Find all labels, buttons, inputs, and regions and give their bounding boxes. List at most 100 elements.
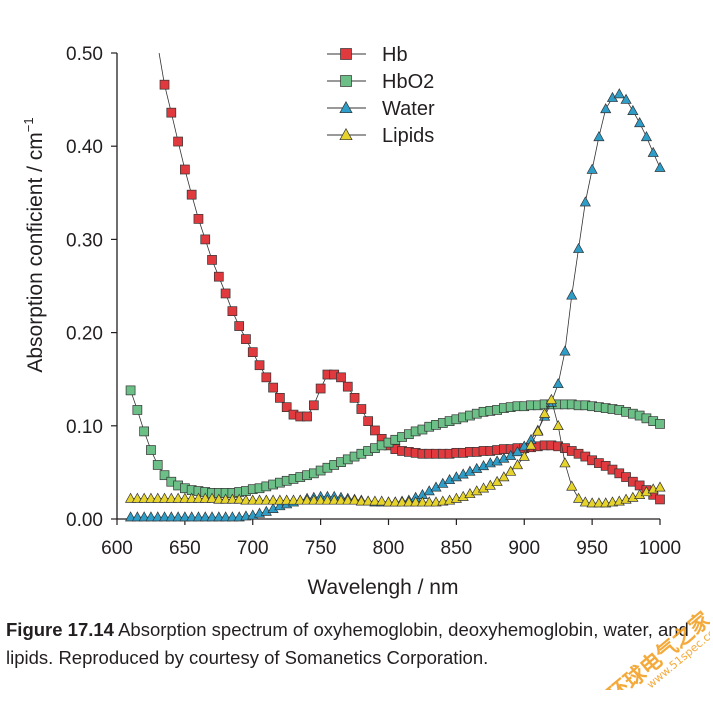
point-hbo2 <box>159 470 170 481</box>
point-lipids <box>247 494 259 505</box>
point-lipids <box>192 492 205 503</box>
point-water <box>192 511 205 522</box>
series-lipids <box>124 393 666 508</box>
point-lipids <box>145 492 157 503</box>
x-tick-label: 850 <box>441 538 473 559</box>
series-hbo2 <box>125 385 665 498</box>
point-water <box>131 511 143 522</box>
point-lipids <box>152 492 164 503</box>
point-water <box>213 511 225 522</box>
x-axis-label: Wavelengh / nm <box>308 576 459 599</box>
point-lipids <box>206 492 218 503</box>
legend-item-lipids: Lipids <box>327 125 434 147</box>
point-lipids <box>321 494 334 505</box>
point-hb <box>173 136 183 147</box>
figure-caption: Figure 17.14 Absorption spectrum of oxyh… <box>6 616 706 672</box>
point-water <box>186 511 198 522</box>
y-tick-label: 0.10 <box>66 417 103 438</box>
point-lipids <box>335 494 347 505</box>
point-hb <box>241 334 251 344</box>
y-tick-label: 0.30 <box>66 230 103 251</box>
point-lipids <box>410 496 422 507</box>
point-hb <box>186 189 197 200</box>
legend-marker-hbo2 <box>340 75 352 87</box>
point-lipids <box>423 496 435 507</box>
point-water <box>199 511 211 522</box>
point-water <box>172 511 184 522</box>
point-lipids <box>552 419 564 430</box>
figure-caption-text: Absorption spectrum of oxyhemoglobin, de… <box>6 619 689 668</box>
y-tick-label: 0.50 <box>66 44 103 65</box>
point-hb <box>261 372 272 383</box>
point-lipids <box>342 494 354 505</box>
point-hbo2 <box>655 419 665 429</box>
point-lipids <box>226 493 238 504</box>
point-hb <box>315 383 326 394</box>
point-hb <box>166 107 177 118</box>
point-hb <box>370 425 380 436</box>
point-hb <box>207 255 217 265</box>
point-water <box>579 196 591 207</box>
x-tick-label: 950 <box>576 538 608 559</box>
point-hbo2 <box>152 460 163 470</box>
point-water <box>559 345 571 356</box>
point-water <box>179 511 191 522</box>
point-hbo2 <box>132 405 143 415</box>
x-tick-label: 800 <box>373 538 405 559</box>
point-lipids <box>315 494 327 505</box>
point-hb <box>302 411 312 422</box>
point-hb <box>349 392 360 403</box>
point-hb <box>342 381 353 392</box>
point-hb <box>180 164 190 175</box>
point-lipids <box>158 492 171 503</box>
legend-item-hbo2: HbO2 <box>327 71 434 93</box>
y-axis-label: Absorption conficient / cm−1 <box>21 117 47 372</box>
point-lipids <box>403 496 415 507</box>
point-lipids <box>199 492 211 503</box>
point-lipids <box>131 492 143 503</box>
point-hb <box>220 288 231 299</box>
point-water <box>152 511 164 522</box>
point-hbo2 <box>146 445 156 455</box>
point-water <box>145 511 157 522</box>
point-lipids <box>539 407 551 418</box>
point-water <box>124 511 137 522</box>
legend-marker-lipids <box>339 128 353 141</box>
point-lipids <box>382 496 395 507</box>
point-lipids <box>376 495 388 506</box>
legend-label-lipids: Lipids <box>382 125 434 147</box>
point-lipids <box>525 439 537 450</box>
point-hbo2 <box>125 385 136 396</box>
point-lipids <box>511 459 524 470</box>
point-water <box>206 511 218 522</box>
x-tick-label: 600 <box>101 538 133 559</box>
point-lipids <box>348 494 361 505</box>
point-lipids <box>498 471 510 482</box>
point-lipids <box>240 494 252 505</box>
legend-label-hbo2: HbO2 <box>382 71 434 93</box>
point-lipids <box>586 497 598 508</box>
point-water <box>647 146 659 157</box>
y-tick-label: 0.00 <box>66 510 103 531</box>
point-hb <box>193 214 204 224</box>
legend-item-water: Water <box>327 98 435 120</box>
x-tick-label: 650 <box>169 538 201 559</box>
point-water <box>552 378 564 389</box>
x-tick-label: 700 <box>237 538 269 559</box>
point-lipids <box>369 495 381 506</box>
point-hb <box>275 392 285 403</box>
chart-axes: 600 650 700 750 800 850 900 950 1000 0.00 0.10 0.20… <box>66 44 681 559</box>
point-lipids <box>362 495 374 506</box>
absorption-chart: 600 650 700 750 800 850 900 950 1000 0.00 0.10 0.20… <box>21 44 681 599</box>
point-lipids <box>253 494 266 505</box>
x-tick-label: 750 <box>305 538 337 559</box>
point-lipids <box>416 496 429 507</box>
point-lipids <box>260 494 272 505</box>
point-lipids <box>308 494 320 505</box>
point-lipids <box>294 494 306 505</box>
point-lipids <box>396 496 408 507</box>
point-lipids <box>179 492 191 503</box>
y-tick-label: 0.20 <box>66 324 103 345</box>
point-hbo2 <box>139 426 149 437</box>
point-hb <box>363 416 373 426</box>
